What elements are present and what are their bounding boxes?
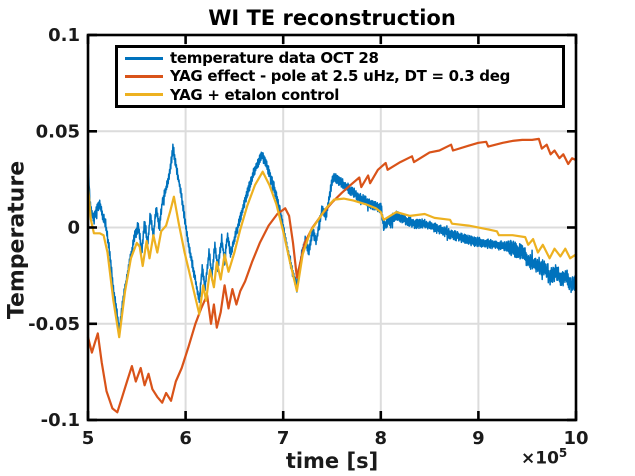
x-tick-label: 10 bbox=[563, 428, 588, 449]
y-tick-label: -0.1 bbox=[41, 410, 80, 431]
legend-line-sample-yellow bbox=[125, 93, 163, 97]
legend-line-sample-blue bbox=[125, 56, 163, 60]
y-tick-label: -0.05 bbox=[28, 314, 80, 335]
series-yag-etalon-control bbox=[86, 170, 578, 339]
series-temperature-data bbox=[87, 143, 577, 334]
y-tick-label: 0.1 bbox=[48, 25, 80, 46]
x-axis-exponent: ×105 bbox=[521, 446, 567, 469]
legend-item-label: temperature data OCT 28 bbox=[170, 49, 379, 68]
legend-line-sample-orange bbox=[125, 74, 163, 78]
x-tick-label: 5 bbox=[82, 428, 95, 449]
legend-item: temperature data OCT 28 bbox=[118, 49, 562, 67]
legend: temperature data OCT 28 YAG effect - pol… bbox=[115, 45, 565, 108]
x-tick-label: 8 bbox=[375, 428, 388, 449]
exponent-base: ×10 bbox=[521, 448, 559, 469]
exponent-power: 5 bbox=[558, 446, 568, 460]
y-tick-label: 0.05 bbox=[36, 121, 80, 142]
x-tick-label: 7 bbox=[277, 428, 290, 449]
x-axis-label: time [s] bbox=[285, 449, 379, 473]
y-tick-label: 0 bbox=[67, 218, 80, 239]
legend-item: YAG effect - pole at 2.5 uHz, DT = 0.3 d… bbox=[118, 67, 562, 85]
chart-title: WI TE reconstruction bbox=[208, 6, 456, 30]
legend-item-label: YAG effect - pole at 2.5 uHz, DT = 0.3 d… bbox=[170, 67, 511, 86]
x-tick-label: 9 bbox=[472, 428, 485, 449]
x-tick-label: 6 bbox=[179, 428, 192, 449]
legend-item-label: YAG + etalon control bbox=[170, 85, 340, 104]
legend-item: YAG + etalon control bbox=[118, 86, 562, 104]
series-yag-effect bbox=[86, 137, 578, 414]
